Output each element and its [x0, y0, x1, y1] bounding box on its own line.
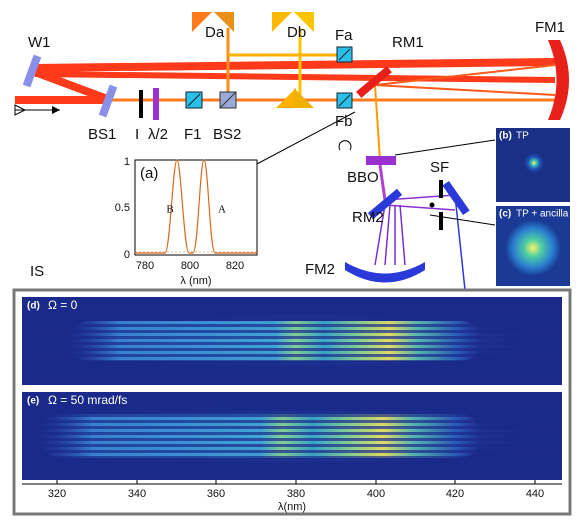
- x-tick-label: 400: [367, 488, 385, 500]
- inset-a: [134, 159, 258, 256]
- x-axis-label: λ(nm): [278, 501, 306, 513]
- label: BS1: [88, 126, 116, 143]
- label: IS: [30, 263, 44, 280]
- panel-text: Ω = 0: [48, 298, 78, 312]
- x-tick-label: 320: [48, 488, 66, 500]
- label: I: [135, 126, 139, 143]
- label: BS2: [213, 126, 241, 143]
- x-tick-label: 780: [136, 260, 154, 272]
- beams: [14, 28, 560, 291]
- panel-text: TP: [516, 131, 529, 142]
- label: F1: [184, 126, 202, 143]
- label: SF: [430, 159, 449, 176]
- label: Fb: [335, 113, 353, 130]
- label: FM1: [535, 19, 565, 36]
- x-tick-label: 420: [446, 488, 464, 500]
- x-axis-label: λ (nm): [180, 275, 211, 287]
- panel-tag: (b): [499, 131, 512, 142]
- x-tick-label: 340: [128, 488, 146, 500]
- label: RM1: [392, 34, 424, 51]
- curve-label: B: [166, 204, 173, 216]
- y-tick-label: 1: [124, 156, 130, 168]
- label: Db: [287, 24, 306, 41]
- label: W1: [28, 34, 51, 51]
- label: λ/2: [148, 126, 168, 143]
- components: [22, 12, 569, 283]
- label: RM2: [352, 209, 384, 226]
- label: BBO: [347, 169, 379, 186]
- panel-text: Ω = 50 mrad/fs: [48, 393, 127, 407]
- x-ticks: [56, 480, 536, 484]
- panel-tag: (d): [27, 301, 40, 312]
- x-tick-label: 820: [226, 260, 244, 272]
- curve-label: A: [218, 204, 226, 216]
- beam-spot: [505, 220, 561, 276]
- panel-text: TP + ancilla: [516, 209, 569, 220]
- x-tick-label: 800: [181, 260, 199, 272]
- panel-tag: (e): [27, 396, 39, 407]
- label: FM2: [305, 261, 335, 278]
- panel-tag: (c): [499, 209, 511, 220]
- inset-tag: (a): [140, 165, 158, 182]
- label: Da: [205, 24, 225, 41]
- beam-spot: [524, 153, 544, 173]
- x-tick-label: 360: [207, 488, 225, 500]
- panel-d: [22, 297, 562, 385]
- x-tick-label: 380: [287, 488, 305, 500]
- label: Fa: [335, 27, 353, 44]
- x-tick-label: 440: [526, 488, 544, 500]
- panel-e: [22, 392, 562, 480]
- y-tick-label: 0.5: [115, 202, 130, 214]
- y-tick-label: 0: [124, 249, 130, 261]
